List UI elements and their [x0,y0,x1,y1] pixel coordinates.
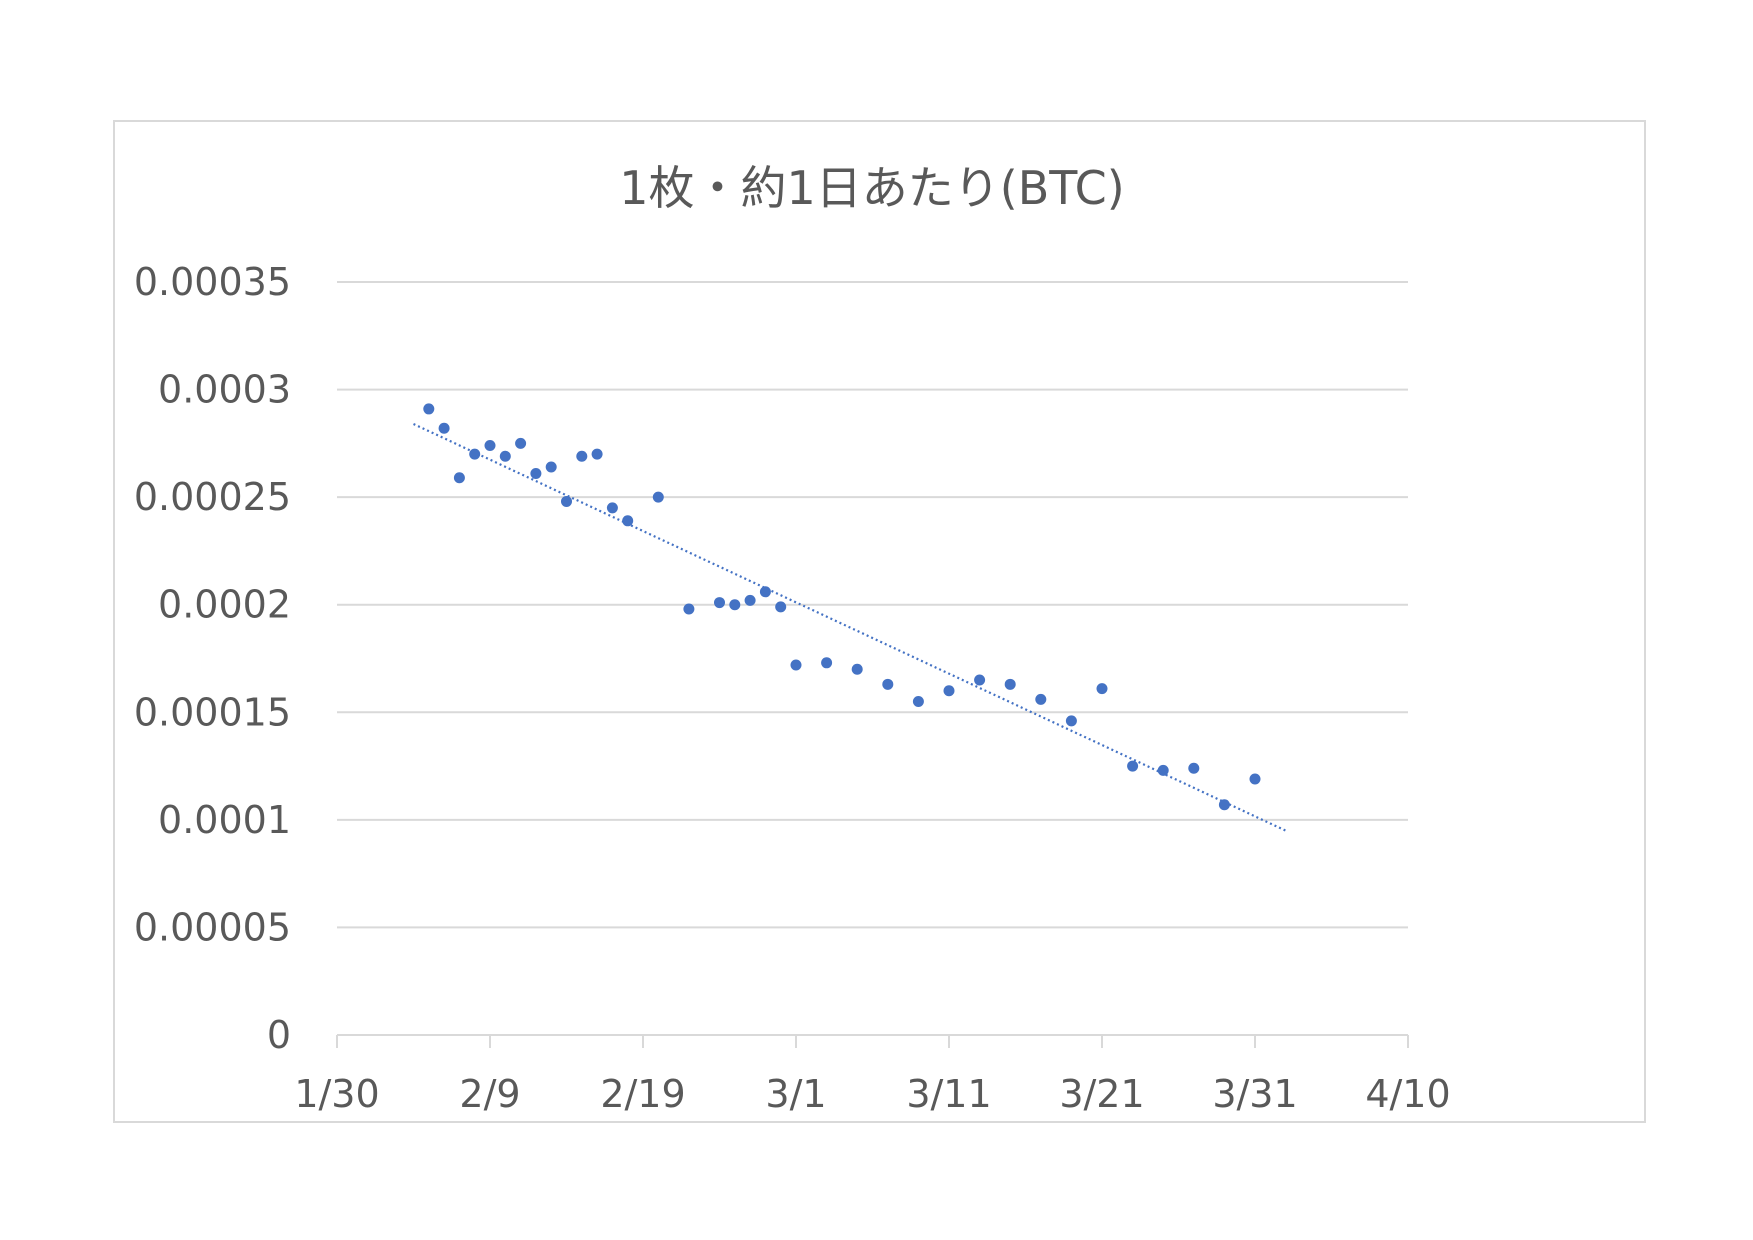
chart-area: 1枚・約1日あたり(BTC) 1/30 2/9 2/19 3/1 3/11 3/21 3/3… [113,120,1646,1123]
y-tick-label: 0.00035 [134,260,291,304]
data-point [714,597,725,609]
gridlines [337,281,1408,929]
data-point [1004,678,1016,690]
data-point [821,657,833,669]
data-point [423,403,435,415]
data-point [1065,715,1077,727]
x-tick-label: 3/21 [1059,1072,1144,1116]
x-tick-label: 1/30 [294,1072,379,1116]
x-axis: 1/30 2/9 2/19 3/1 3/11 3/21 3/31 4/10 [294,1034,1451,1116]
data-point [1157,764,1169,776]
data-point [622,515,634,527]
data-point [683,603,695,615]
data-point [1035,693,1047,705]
data-point [469,448,481,460]
data-point [545,461,557,473]
y-tick-label: 0.0001 [158,798,291,842]
x-tick-label: 3/11 [906,1072,991,1116]
data-point [744,594,756,606]
data-point [499,450,511,462]
data-point [775,601,787,613]
data-point [851,663,863,675]
data-point [438,422,450,434]
chart-title: 1枚・約1日あたり(BTC) [619,161,1125,215]
data-point [576,450,588,462]
y-axis: 0 0.00005 0.0001 0.00015 0.0002 0.00025 0.0003… [134,260,291,1057]
y-tick-label: 0.00005 [134,905,291,949]
x-tick-label: 2/19 [600,1072,685,1116]
data-point [1218,799,1230,811]
data-point [943,685,955,697]
data-point [453,472,465,484]
data-point [561,495,572,507]
y-tick-label: 0.0002 [158,583,291,627]
data-point [484,440,496,452]
data-point [606,502,618,514]
data-point [1188,762,1200,774]
x-tick-label: 4/10 [1365,1072,1450,1116]
data-point [974,674,986,686]
data-point [652,491,664,503]
data-point [1096,683,1108,695]
x-tick-label: 3/1 [765,1072,826,1116]
data-points [423,403,1261,811]
data-point [759,586,771,598]
trendline-group [413,422,1287,832]
y-tick-label: 0.0003 [158,368,291,412]
data-point [882,678,894,690]
data-point [591,448,603,460]
chart-canvas: 1枚・約1日あたり(BTC) 1/30 2/9 2/19 3/1 3/11 3/21 3/3… [134,161,1451,1116]
data-point [1249,773,1261,785]
x-tick-label: 3/31 [1212,1072,1297,1116]
data-point [530,467,542,479]
data-point [1127,760,1139,772]
y-tick-label: 0 [267,1013,291,1057]
data-point [912,696,924,708]
trendline [413,422,1287,832]
data-point [515,437,527,449]
data-point [790,659,802,671]
y-tick-label: 0.00025 [134,475,291,519]
x-tick-label: 2/9 [459,1072,520,1116]
data-point [729,599,741,611]
y-tick-label: 0.00015 [134,690,291,734]
